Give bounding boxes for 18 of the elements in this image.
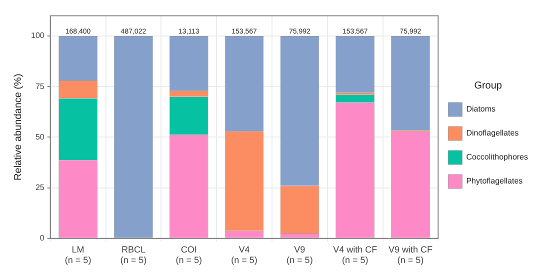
y-tick-label: 50 bbox=[35, 132, 45, 142]
legend-label: Coccolithophores bbox=[466, 152, 528, 162]
legend-label: Diatoms bbox=[466, 104, 496, 114]
y-tick-label: 100 bbox=[30, 31, 45, 40]
y-tick-label: 0 bbox=[40, 234, 45, 243]
legend-title: Group bbox=[474, 80, 502, 92]
x-tick-label: V9 (n = 5) bbox=[286, 244, 313, 266]
legend-label: Phytoflagellates bbox=[466, 176, 523, 186]
x-tick-label: V9 with CF (n = 5) bbox=[388, 244, 433, 266]
x-tick-label: LM (n = 5) bbox=[64, 244, 92, 266]
x-tick-label: V4 (n = 5) bbox=[231, 244, 258, 266]
x-tick-label: COI (n = 5) bbox=[176, 244, 202, 266]
legend-label: Dinoflagellates bbox=[466, 128, 519, 138]
y-tick-label: 25 bbox=[35, 183, 45, 192]
y-axis-title: Relative abundance (%) bbox=[12, 74, 24, 180]
x-tick-label: RBCL (n = 5) bbox=[120, 244, 147, 266]
x-tick-label: V4 with CF (n = 5) bbox=[333, 244, 378, 266]
y-tick-label: 75 bbox=[35, 82, 45, 91]
